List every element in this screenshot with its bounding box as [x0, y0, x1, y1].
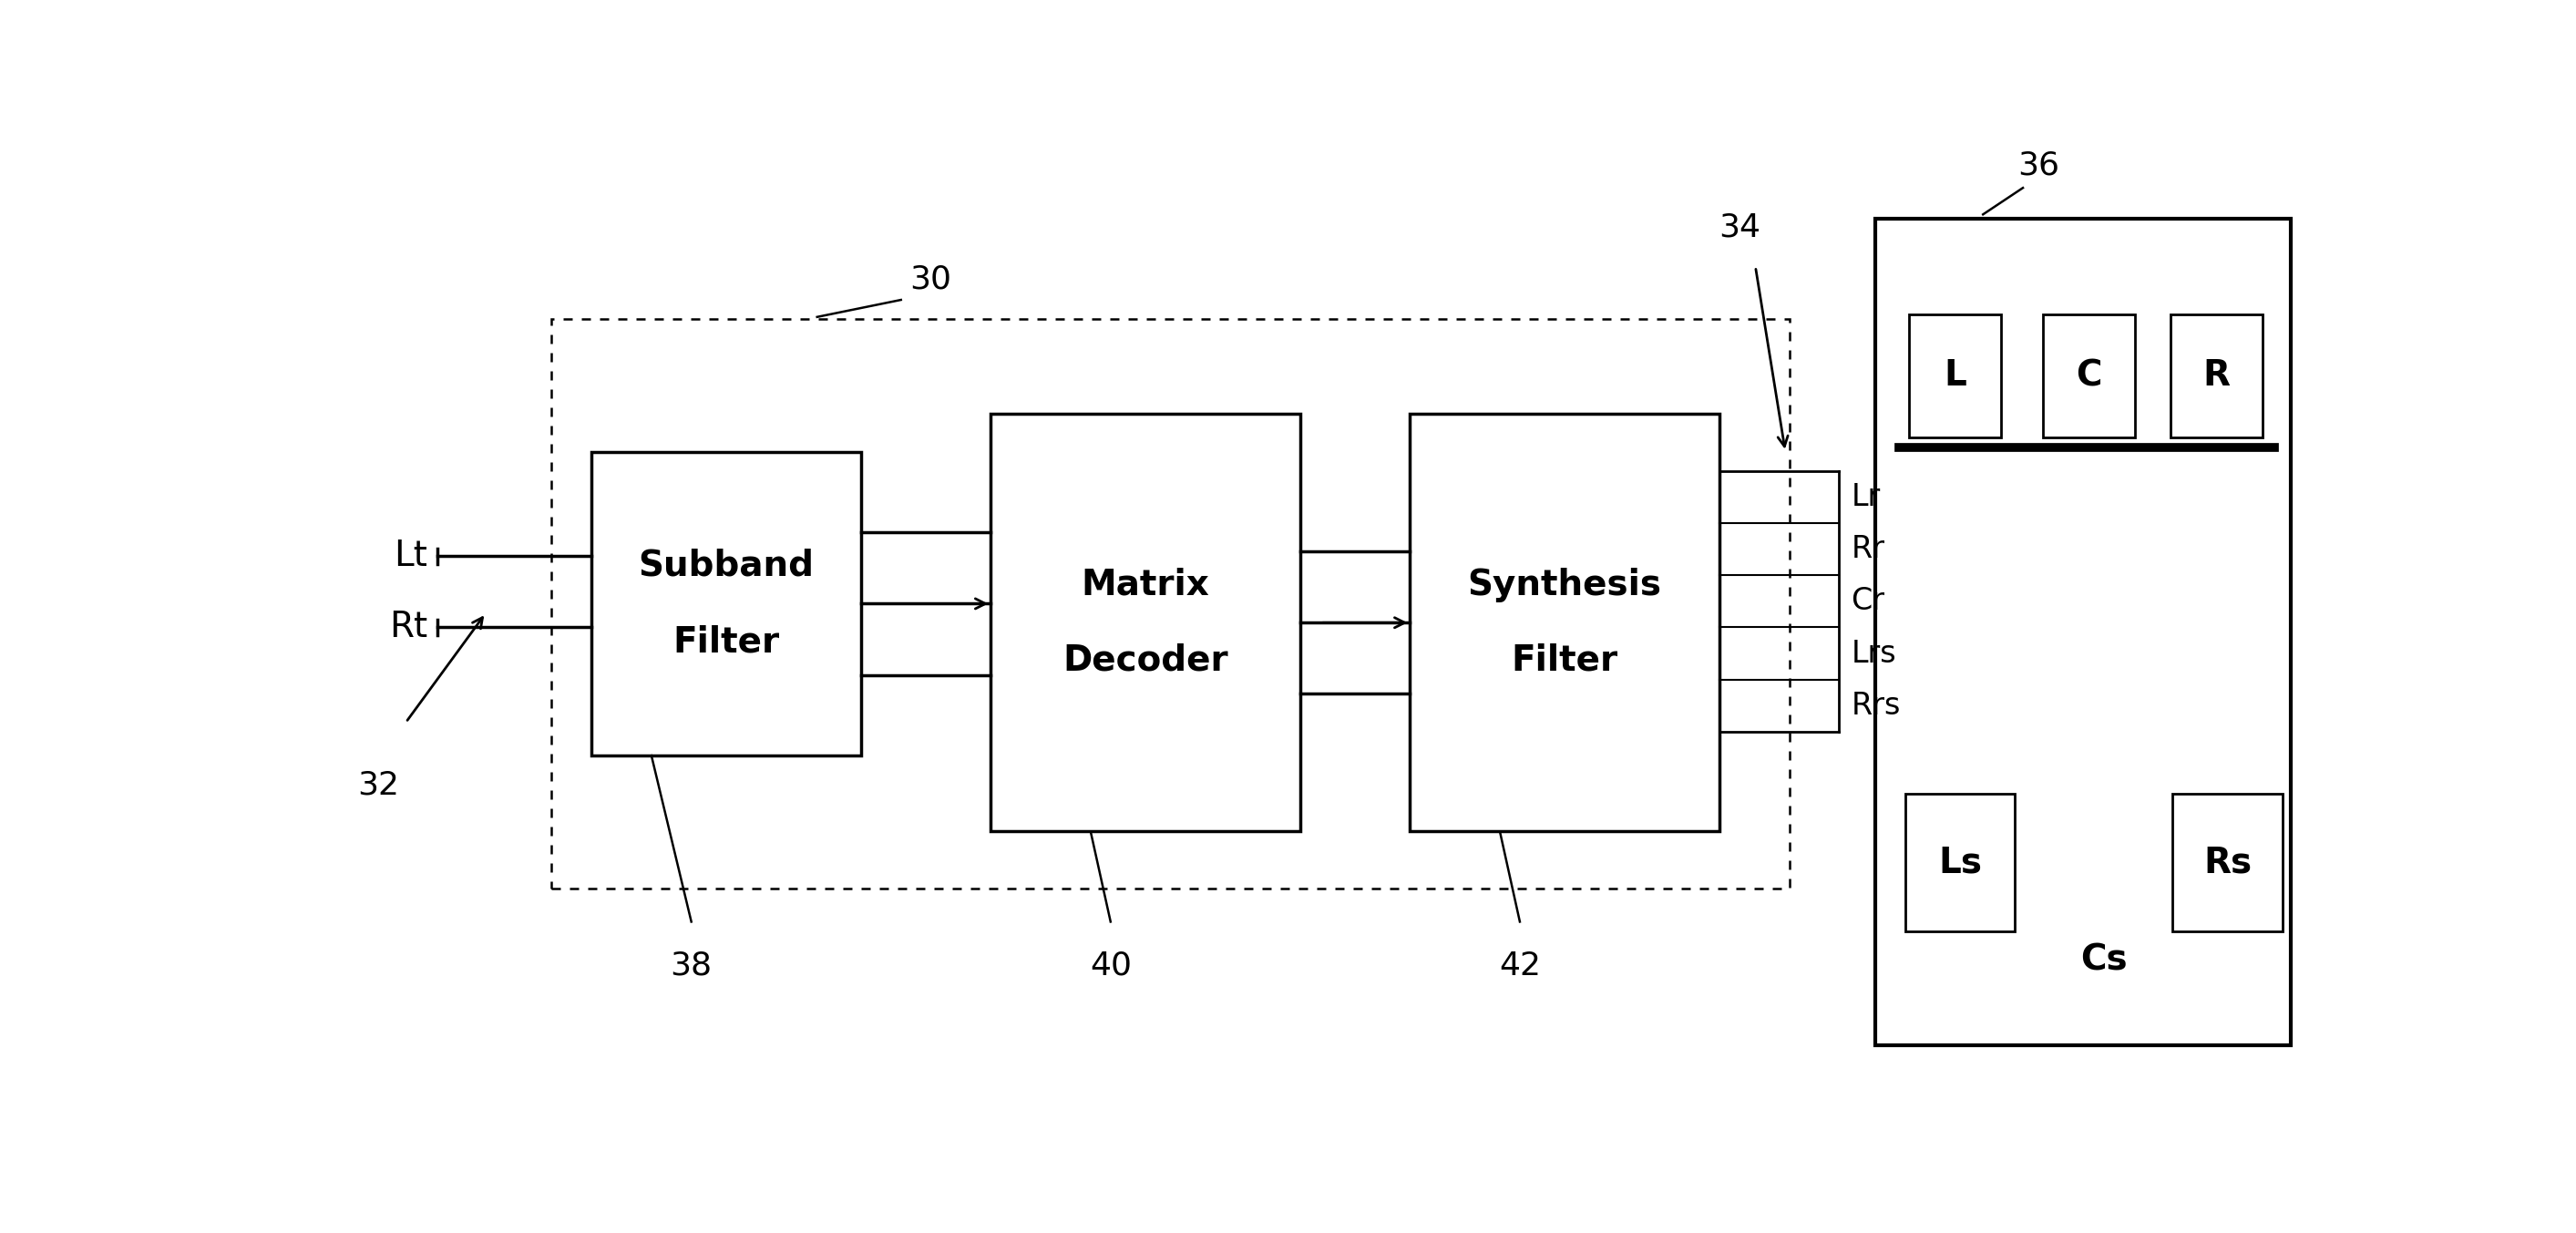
Text: Ls: Ls [1937, 845, 1981, 879]
Text: 40: 40 [1090, 951, 1131, 981]
Text: 36: 36 [2017, 150, 2061, 181]
Bar [1875, 219, 2290, 1046]
Bar [2030, 901, 2179, 1020]
Text: 42: 42 [1499, 951, 1540, 981]
Text: Lrs: Lrs [1852, 639, 1896, 668]
Text: Rr: Rr [1852, 534, 1886, 565]
Text: Cs: Cs [2081, 943, 2128, 978]
Text: Rrs: Rrs [1852, 690, 1901, 721]
Text: L: L [1945, 359, 1965, 393]
Text: Subband: Subband [639, 549, 814, 583]
Text: R: R [2202, 359, 2231, 393]
Text: Filter: Filter [672, 624, 781, 658]
Bar [1409, 414, 1721, 831]
Text: Rs: Rs [2202, 845, 2251, 879]
Text: Filter: Filter [1512, 644, 1618, 678]
Text: 34: 34 [1718, 212, 1759, 243]
Text: 32: 32 [358, 769, 399, 800]
Bar [2172, 314, 2262, 438]
Text: Synthesis: Synthesis [1468, 567, 1662, 602]
Bar [551, 319, 1790, 889]
Text: 38: 38 [670, 951, 714, 981]
Text: Cr: Cr [1852, 586, 1886, 616]
Bar [1906, 794, 2014, 931]
Text: C: C [2076, 359, 2102, 393]
Text: Rt: Rt [389, 610, 428, 645]
Text: Lt: Lt [394, 539, 428, 573]
Bar [2172, 794, 2282, 931]
Bar [1909, 314, 2002, 438]
Text: Lr: Lr [1852, 482, 1880, 512]
Bar [2043, 314, 2136, 438]
Text: Matrix: Matrix [1082, 567, 1211, 602]
Bar [992, 414, 1301, 831]
Bar [592, 451, 860, 756]
Text: 30: 30 [909, 264, 953, 295]
Text: Decoder: Decoder [1064, 644, 1229, 678]
